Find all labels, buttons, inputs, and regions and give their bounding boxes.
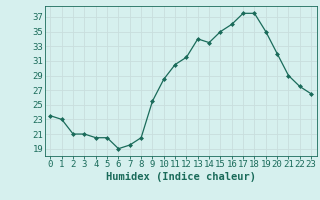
X-axis label: Humidex (Indice chaleur): Humidex (Indice chaleur) — [106, 172, 256, 182]
